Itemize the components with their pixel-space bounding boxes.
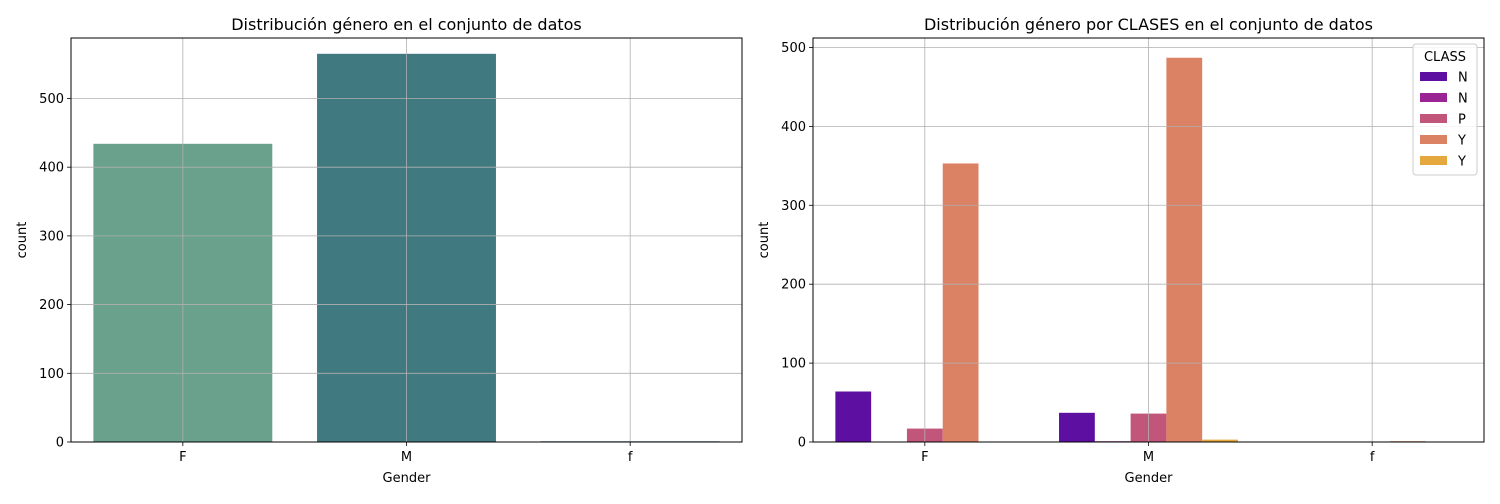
y-tick-label: 400: [781, 120, 806, 135]
x-tick-label: f: [1370, 450, 1375, 465]
right-y-ticks: 0 100 200 300 400 500: [781, 41, 813, 451]
y-tick-label: 400: [39, 161, 64, 176]
y-tick-label: 200: [39, 298, 64, 313]
right-x-axis-label: Gender: [1125, 471, 1174, 486]
legend-label: P: [1458, 113, 1466, 128]
bar-M-Y: [1166, 57, 1203, 442]
x-tick-label: M: [1143, 450, 1154, 465]
y-tick-label: 300: [781, 199, 806, 214]
bar-F-Y: [942, 163, 979, 442]
bar-M-N: [1059, 412, 1095, 442]
y-tick-label: 500: [781, 41, 806, 56]
legend-label: Y: [1457, 155, 1466, 170]
x-tick-label: F: [921, 450, 928, 465]
legend-swatch: [1420, 135, 1447, 144]
y-tick-label: 500: [39, 92, 64, 107]
right-gridlines: [813, 38, 1484, 443]
left-chart-title: Distribución género en el conjunto de da…: [231, 15, 582, 34]
right-chart-title: Distribución género por CLASES en el con…: [924, 15, 1373, 34]
legend-label: Y: [1457, 134, 1466, 149]
legend-label: N: [1458, 71, 1468, 86]
y-tick-label: 200: [781, 278, 806, 293]
x-tick-label: F: [179, 450, 186, 465]
legend-swatch: [1420, 93, 1447, 102]
legend-swatch: [1420, 114, 1447, 123]
gender-by-class-chart: Distribución género por CLASES en el con…: [757, 15, 1485, 486]
legend-swatch: [1420, 156, 1447, 165]
y-tick-label: 300: [39, 229, 64, 244]
y-tick-label: 100: [781, 357, 806, 372]
left-gridlines: [71, 38, 742, 443]
legend-title: CLASS: [1424, 50, 1466, 65]
legend-swatch: [1420, 72, 1447, 81]
left-x-axis-label: Gender: [383, 471, 432, 486]
y-tick-label: 100: [39, 367, 64, 382]
right-bars: [835, 57, 1426, 442]
y-tick-label: 0: [56, 436, 64, 451]
gender-count-chart: Distribución género en el conjunto de da…: [15, 15, 743, 486]
y-tick-label: 0: [798, 436, 806, 451]
left-y-ticks: 0 100 200 300 400 500: [39, 92, 71, 451]
bar-M-Y: [1202, 439, 1238, 442]
x-tick-label: f: [628, 450, 633, 465]
bar-F-N: [835, 391, 872, 442]
left-y-axis-label: count: [15, 222, 30, 259]
x-tick-label: M: [401, 450, 412, 465]
right-y-axis-label: count: [757, 222, 772, 259]
legend-label: N: [1458, 92, 1468, 107]
